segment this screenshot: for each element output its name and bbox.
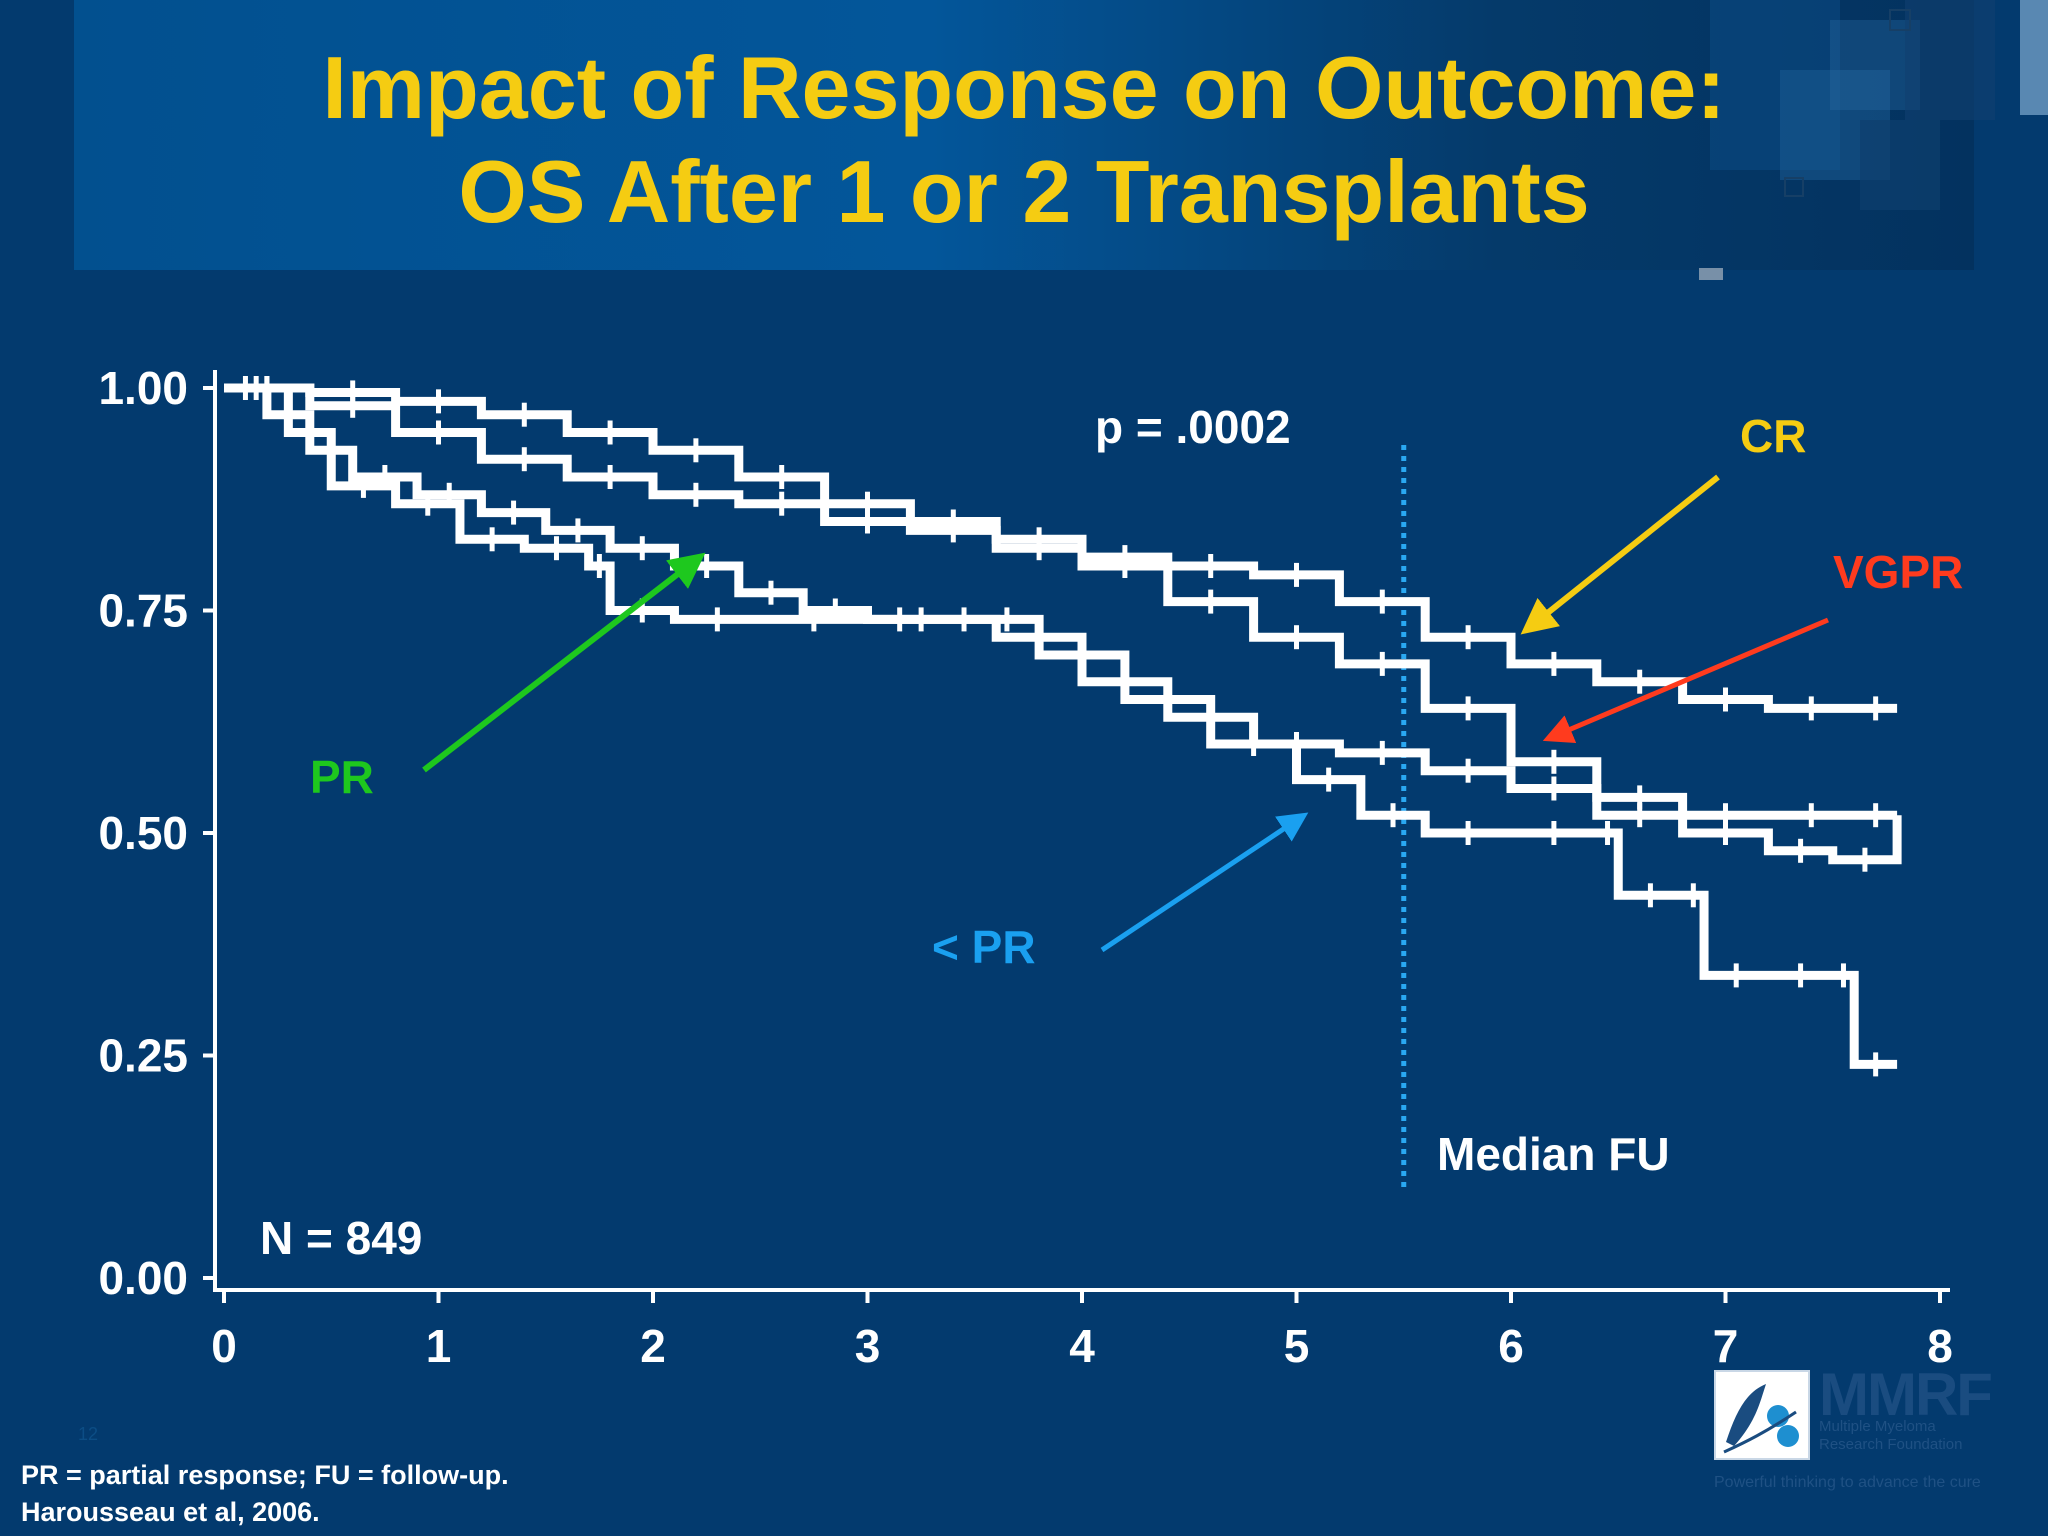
survival-curve-pr — [224, 383, 1902, 865]
x-axis-ticks: 0 1 2 3 4 5 6 7 8 — [211, 1290, 1953, 1372]
logo-wordmark: MMRF — [1819, 1361, 1993, 1428]
legend-label-vgpr: VGPR — [1833, 546, 1963, 598]
logo-tagline: Powerful thinking to advance the cure — [1714, 1474, 1981, 1491]
mmrf-logo: MMRF Multiple Myeloma Research Foundatio… — [1714, 1361, 2048, 1536]
arrow-cr — [1520, 474, 1720, 635]
arrow-lt-pr — [1100, 812, 1309, 953]
logo-line-2: Research Foundation — [1819, 1436, 1963, 1453]
x-tick-label: 6 — [1498, 1320, 1524, 1372]
survival-curve-cr — [224, 383, 1898, 713]
footnote-abbreviations: PR = partial response; FU = follow-up. — [21, 1460, 509, 1490]
survival-curve-vgpr — [224, 383, 1898, 820]
decorative-squares — [1699, 0, 2048, 280]
footnote-citation: Harousseau et al, 2006. — [21, 1497, 320, 1527]
oak-leaf-icon — [1714, 1370, 1810, 1460]
legend-label-pr: PR — [310, 751, 374, 803]
x-tick-label: 2 — [640, 1320, 666, 1372]
legend-label-cr: CR — [1740, 410, 1806, 462]
title-line-2: OS After 1 or 2 Transplants — [458, 142, 1590, 241]
x-tick-label: 0 — [211, 1320, 237, 1372]
arrow-vgpr — [1542, 617, 1829, 744]
page-title: Impact of Response on Outcome: OS After … — [74, 36, 1974, 244]
logo-line-1: Multiple Myeloma — [1819, 1418, 1936, 1435]
p-value-label: p = .0002 — [1095, 401, 1291, 453]
y-tick-label: 0.75 — [98, 585, 188, 637]
x-tick-label: 7 — [1713, 1320, 1739, 1372]
y-axis-ticks: 0.00 0.25 0.50 0.75 1.00 — [98, 362, 215, 1304]
y-tick-label: 0.00 — [98, 1252, 188, 1304]
slide-number: 12 — [78, 1424, 99, 1444]
survival-curves — [224, 376, 1902, 1077]
title-banner — [74, 0, 1974, 270]
x-tick-label: 3 — [855, 1320, 881, 1372]
median-fu-label: Median FU — [1437, 1128, 1670, 1180]
x-tick-label: 4 — [1069, 1320, 1095, 1372]
arrow-pr — [422, 552, 706, 773]
survival-curve-pr-lt — [224, 383, 1898, 1069]
x-tick-label: 8 — [1927, 1320, 1953, 1372]
y-tick-label: 0.25 — [98, 1030, 188, 1082]
legend-label-lt-pr: < PR — [932, 921, 1036, 973]
x-tick-label: 5 — [1284, 1320, 1310, 1372]
n-label: N = 849 — [260, 1212, 422, 1264]
x-tick-label: 1 — [426, 1320, 452, 1372]
y-tick-label: 1.00 — [98, 362, 188, 414]
title-line-1: Impact of Response on Outcome: — [322, 38, 1726, 137]
y-tick-label: 0.50 — [98, 807, 188, 859]
